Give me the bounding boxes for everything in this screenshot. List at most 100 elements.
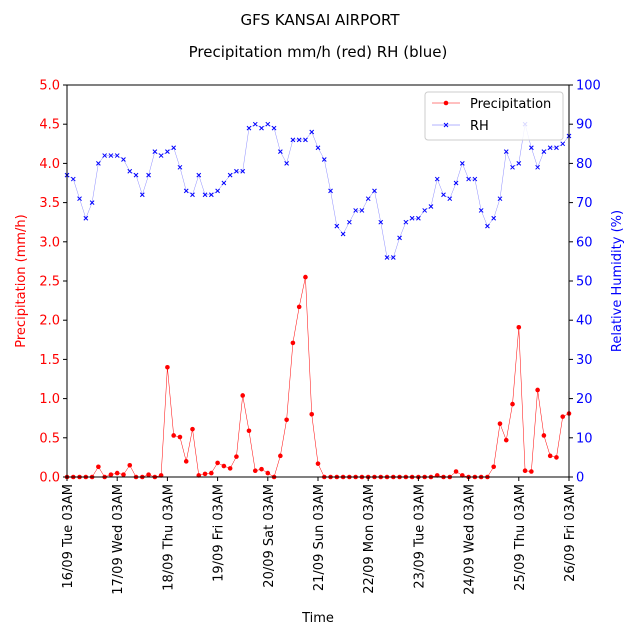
rh-point	[416, 215, 421, 221]
precip-point	[296, 304, 302, 310]
precip-point	[315, 461, 321, 466]
rh-point	[221, 180, 227, 186]
rh-point	[202, 192, 208, 198]
right-tick-label: 20	[576, 392, 593, 407]
rh-point	[77, 196, 82, 202]
x-tick-label: 26/09 Fri 03AM	[563, 484, 578, 582]
rh-point	[296, 137, 302, 143]
left-tick-label: 3.5	[39, 196, 60, 211]
precip-point	[121, 472, 126, 477]
right-tick-label: 0	[576, 471, 584, 486]
rh-point	[340, 231, 346, 237]
left-tick-label: 2.5	[39, 275, 60, 290]
rh-point	[441, 192, 446, 198]
precip-point	[209, 470, 214, 476]
rh-point	[334, 223, 340, 229]
rh-point	[102, 153, 108, 158]
rh-point	[390, 255, 396, 260]
right-tick-label: 90	[576, 118, 593, 133]
legend-precip-label: Precipitation	[470, 97, 551, 112]
rh-point	[196, 172, 202, 178]
rh-point	[315, 145, 321, 151]
precip-point	[265, 470, 271, 476]
left-tick-label: 0.0	[39, 471, 60, 486]
x-axis-label: Time	[301, 611, 334, 626]
rh-point	[535, 164, 540, 170]
rh-point	[252, 121, 258, 127]
rh-point	[453, 180, 459, 186]
precip-point	[503, 437, 509, 443]
rh-point	[403, 219, 409, 225]
precip-point	[497, 421, 503, 426]
rh-point	[183, 188, 189, 194]
legend: Precipitation RH	[424, 91, 564, 141]
left-axis: 0.0 0.5 1.0 1.5 2.0 2.5 3.0 3.5 4.0 4.5 5.0	[39, 79, 67, 486]
rh-point	[384, 255, 390, 260]
rh-point	[139, 192, 145, 198]
series-layer	[64, 121, 572, 480]
chart-title: GFS KANSAI AIRPORT	[240, 11, 400, 29]
x-tick-label: 24/09 Wed 03AM	[463, 484, 478, 595]
rh-point	[541, 149, 547, 154]
precip-point	[529, 469, 534, 474]
precip-point	[234, 454, 239, 459]
left-tick-label: 3.0	[39, 235, 60, 250]
precip-point	[303, 274, 308, 280]
rh-point	[554, 145, 559, 151]
right-tick-label: 10	[576, 431, 593, 446]
rh-point	[114, 153, 120, 158]
rh-point	[321, 157, 327, 162]
precip-point	[127, 462, 133, 468]
precip-point	[227, 466, 233, 471]
rh-point	[409, 215, 415, 221]
rh-point	[70, 176, 76, 182]
rh-point	[133, 172, 139, 178]
x-tick-label: 22/09 Mon 03AM	[362, 484, 377, 594]
precip-point	[278, 453, 283, 459]
precip-point	[491, 464, 497, 470]
legend-rh-label: RH	[470, 119, 489, 134]
rh-point	[459, 161, 465, 166]
rh-point	[434, 176, 440, 182]
precip-point	[108, 472, 114, 477]
precip-point	[259, 466, 264, 472]
x-axis: 16/09 Tue 03AM 17/09 Wed 03AM 18/09 Thu 03…	[61, 477, 578, 595]
rh-point	[277, 149, 283, 154]
rh-point	[303, 137, 308, 143]
x-tick-label: 23/09 Tue 03AM	[412, 484, 427, 589]
x-tick-label: 18/09 Thu 03AM	[161, 484, 176, 591]
precip-point	[165, 364, 170, 370]
precip-point	[183, 459, 189, 464]
right-tick-label: 30	[576, 353, 593, 368]
precip-point	[215, 460, 220, 466]
rh-point	[472, 176, 478, 182]
rh-point	[177, 164, 183, 170]
precip-point	[114, 470, 120, 476]
right-tick-label: 80	[576, 157, 593, 172]
rh-point	[290, 137, 296, 143]
precip-point	[177, 434, 183, 440]
rh-point	[547, 145, 553, 151]
right-tick-label: 70	[576, 196, 593, 211]
rh-point	[428, 204, 434, 209]
right-tick-label: 40	[576, 314, 593, 329]
precip-point	[202, 471, 208, 477]
right-tick-label: 100	[576, 79, 601, 94]
rh-point	[365, 196, 371, 202]
rh-point	[127, 168, 133, 174]
rh-point	[309, 129, 315, 135]
y-axis-label-left: Precipitation (mm/h)	[14, 214, 29, 347]
rh-point	[466, 176, 471, 182]
precip-point	[246, 428, 252, 434]
precip-point	[96, 464, 101, 470]
precip-point	[547, 453, 553, 459]
rh-point	[89, 200, 95, 205]
x-tick-label: 19/09 Fri 03AM	[212, 484, 227, 582]
left-tick-label: 1.5	[39, 353, 60, 368]
rh-point	[347, 219, 352, 225]
rh-point	[240, 168, 246, 174]
precip-point	[560, 414, 566, 419]
left-tick-label: 4.5	[39, 118, 60, 133]
right-tick-label: 60	[576, 235, 593, 250]
